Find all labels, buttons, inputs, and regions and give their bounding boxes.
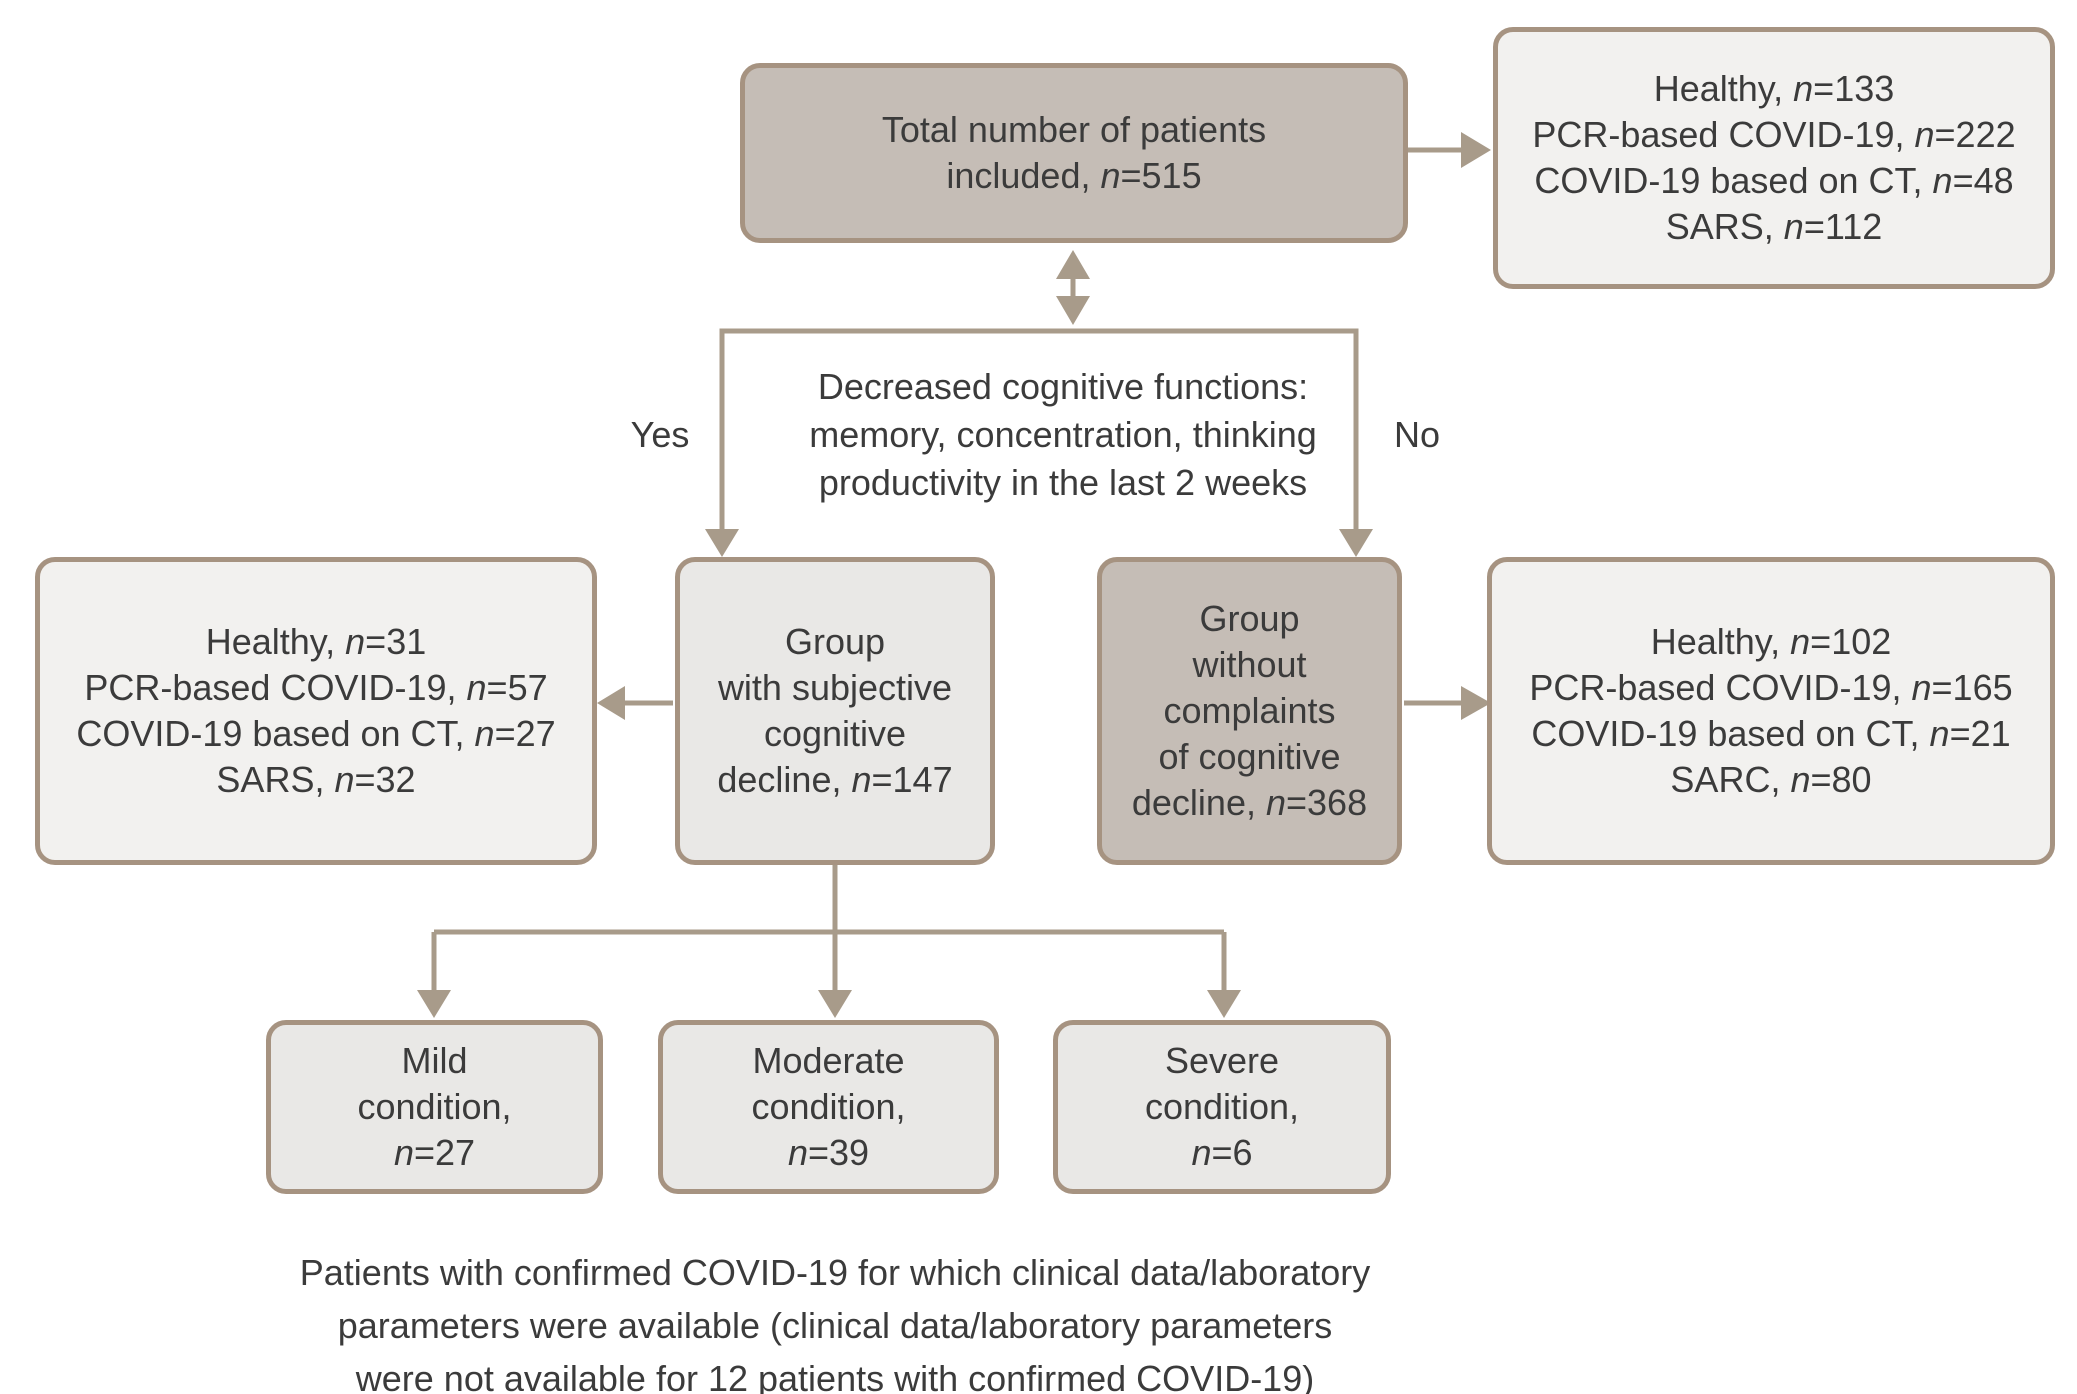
scd-breakdown-box: Healthy, n=31 PCR-based COVID-19, n=57 COV… — [35, 557, 597, 865]
decision-text: Decreased cognitive functions: memory, co… — [738, 363, 1388, 507]
text-line: Decreased cognitive functions: — [817, 366, 1309, 407]
text-line: Healthy, n=133 — [1653, 68, 1895, 109]
text-line: Healthy, n=31 — [205, 621, 427, 662]
text-line: decline, n=368 — [1131, 782, 1368, 823]
text-line: cognitive — [763, 713, 907, 754]
text-line: of cognitive — [1158, 736, 1341, 777]
text-line: PCR-based COVID-19, n=165 — [1529, 667, 2013, 708]
text-line: n=27 — [393, 1132, 476, 1173]
text-line: COVID-19 based on CT, n=27 — [76, 713, 556, 754]
no-complaints-box: Group without complaints of cognitive declin… — [1097, 557, 1402, 865]
text-line: COVID-19 based on CT, n=21 — [1531, 713, 2011, 754]
connector-decision-bracket — [719, 328, 1359, 545]
total-patients-box: Total number of patients included, n=515 — [740, 63, 1408, 243]
text-line: were not available for 12 patients with … — [355, 1358, 1315, 1394]
text-line: Moderate — [752, 1040, 905, 1081]
no-complaints-breakdown-box: Healthy, n=102 PCR-based COVID-19, n=165 C… — [1487, 557, 2055, 865]
text-line: parameters were available (clinical data… — [337, 1305, 1333, 1346]
text-line: SARS, n=32 — [216, 759, 416, 800]
footnote-text: Patients with confirmed COVID-19 for whi… — [180, 1246, 1490, 1394]
text-line: with subjective — [717, 667, 953, 708]
text-line: memory, concentration, thinking — [809, 414, 1317, 455]
arrowhead-right-to-nocomplaints-breakdown — [1461, 686, 1491, 720]
text-line: productivity in the last 2 weeks — [818, 462, 1308, 503]
arrowhead-left-to-scd-breakdown — [597, 686, 625, 720]
text-line: condition, — [357, 1086, 512, 1127]
text-line: included, n=515 — [946, 155, 1202, 196]
mild-condition-box: Mild condition, n=27 — [266, 1020, 603, 1194]
arrowhead-down-to-nocomplaints-box — [1339, 529, 1373, 557]
text-line: PCR-based COVID-19, n=57 — [84, 667, 548, 708]
text-line: Group — [1199, 598, 1300, 639]
text-line: condition, — [1144, 1086, 1300, 1127]
moderate-condition-box: Moderate condition, n=39 — [658, 1020, 999, 1194]
arrowhead-down-to-moderate-box — [818, 990, 852, 1018]
arrowhead-right-to-total-breakdown — [1461, 132, 1491, 168]
total-breakdown-box: Healthy, n=133 PCR-based COVID-19, n=222 C… — [1493, 27, 2055, 289]
text-line: SARS, n=112 — [1665, 206, 1883, 247]
text-line: Mild — [401, 1040, 468, 1081]
connector-severity-tree — [431, 864, 1227, 1002]
text-line: SARC, n=80 — [1670, 759, 1872, 800]
arrowhead-down-to-decision — [1056, 296, 1090, 325]
text-line: decline, n=147 — [717, 759, 953, 800]
text-line: Severe — [1164, 1040, 1280, 1081]
yes-branch-label: Yes — [630, 414, 690, 455]
text-line: Patients with confirmed COVID-19 for whi… — [299, 1252, 1371, 1293]
severe-condition-box: Severe condition, n=6 — [1053, 1020, 1391, 1194]
text-line: Total number of patients — [881, 109, 1267, 150]
arrowhead-down-to-severe-box — [1207, 990, 1241, 1018]
text-line: n=39 — [787, 1132, 870, 1173]
subjective-cognitive-decline-box: Group with subjective cognitive decline, n=… — [675, 557, 995, 865]
text-line: without — [1192, 644, 1307, 685]
no-branch-label: No — [1393, 414, 1441, 455]
text-line: Healthy, n=102 — [1650, 621, 1892, 662]
text-line: PCR-based COVID-19, n=222 — [1532, 114, 2016, 155]
text-line: COVID-19 based on CT, n=48 — [1534, 160, 2014, 201]
text-line: complaints — [1163, 690, 1336, 731]
text-line: condition, — [751, 1086, 906, 1127]
arrowhead-down-to-scd-box — [705, 529, 739, 557]
text-line: Group — [784, 621, 886, 662]
text-line: n=6 — [1191, 1132, 1253, 1173]
arrowhead-up-to-total-box — [1056, 250, 1090, 279]
arrowhead-down-to-mild-box — [417, 990, 451, 1018]
